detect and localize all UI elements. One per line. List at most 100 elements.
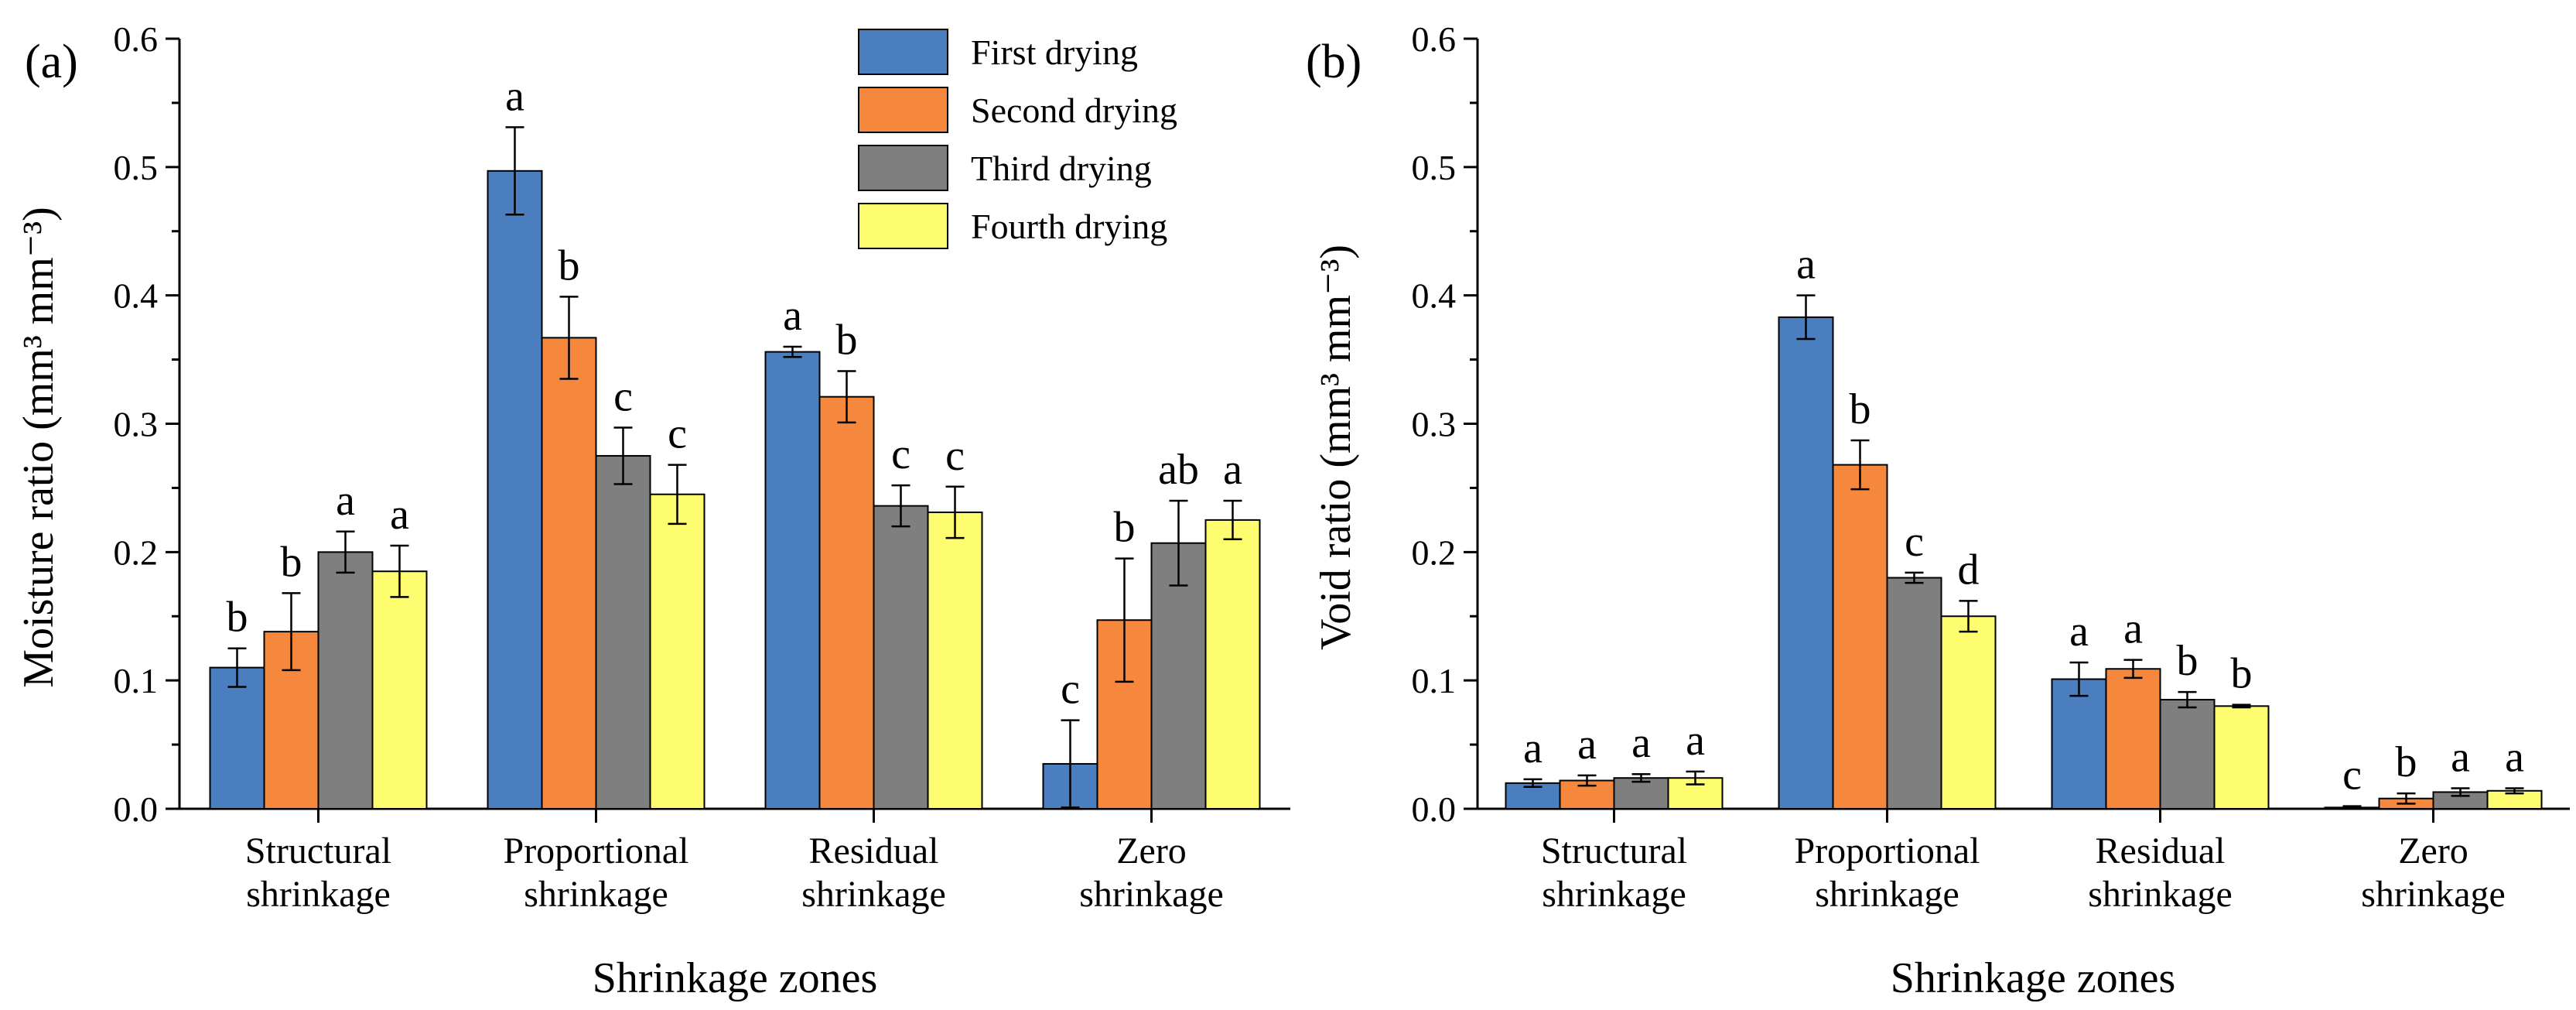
panel-b-bar-third-drying bbox=[1886, 577, 1942, 810]
panel-b-x-axis-title: Shrinkage zones bbox=[1891, 954, 2176, 1002]
panel-b-significance-label: a bbox=[2123, 605, 2143, 653]
panel-a-significance-label: c bbox=[668, 410, 687, 458]
panel-a-bar-fourth-drying bbox=[649, 493, 705, 810]
panel-b-category-label: shrinkage bbox=[2361, 874, 2506, 915]
panel-a: (a) Moisture ratio (mm³ mm⁻³) Shrinkage … bbox=[15, 19, 1290, 1002]
panel-a-category-label: Zero bbox=[1116, 830, 1187, 871]
panel-a-category-label: shrinkage bbox=[524, 874, 668, 915]
panel-b-bar-third-drying bbox=[1613, 777, 1669, 810]
panel-b-bar-third-drying bbox=[2159, 699, 2216, 810]
panel-a-y-axis-title-text: Moisture ratio (mm³ mm⁻³) bbox=[15, 207, 63, 688]
legend-label-third-drying: Third drying bbox=[971, 149, 1152, 188]
panel-b-y-tick-label: 0.3 bbox=[1412, 405, 1457, 444]
panel-a-y-tick-label: 0.6 bbox=[114, 19, 159, 59]
legend-label-fourth-drying: Fourth drying bbox=[971, 207, 1167, 246]
panel-a-significance-label: a bbox=[390, 491, 409, 539]
panel-b-significance-label: a bbox=[1686, 717, 1705, 765]
panel-b-significance-label: b bbox=[2177, 637, 2198, 685]
panel-a-significance-label: b bbox=[1114, 504, 1136, 552]
panel-b-bar-first-drying bbox=[2051, 678, 2107, 810]
panel-b-category-label: Proportional bbox=[1795, 830, 1980, 871]
panel-b-label: (b) bbox=[1306, 36, 1361, 88]
panel-b-category-label: shrinkage bbox=[2088, 874, 2233, 915]
legend-swatch-first-drying bbox=[858, 29, 948, 75]
panel-a-bar-second-drying bbox=[818, 395, 875, 810]
panel-a-bar-third-drying bbox=[317, 551, 374, 810]
panel-b-significance-label: a bbox=[1631, 719, 1651, 767]
panel-b-bar-fourth-drying bbox=[1940, 615, 1997, 810]
panel-a-bar-first-drying bbox=[487, 169, 543, 810]
panel-a-category-label: Structural bbox=[245, 830, 391, 871]
panel-b-bar-fourth-drying bbox=[2213, 705, 2270, 810]
panel-b-y-axis-title-text: Void ratio (mm³ mm⁻³) bbox=[1312, 245, 1360, 650]
panel-a-category-label: shrinkage bbox=[1079, 874, 1224, 915]
panel-b-bar-first-drying bbox=[1778, 316, 1834, 810]
panel-a-significance-label: b bbox=[836, 317, 858, 365]
panel-b-category-label: Structural bbox=[1541, 830, 1687, 871]
panel-a-y-tick-label: 0.3 bbox=[114, 405, 159, 444]
panel-a-bar-second-drying bbox=[541, 337, 597, 810]
panel-b-category-label: shrinkage bbox=[1542, 874, 1686, 915]
legend-swatch-third-drying bbox=[858, 145, 948, 191]
panel-a-category-label: Residual bbox=[809, 830, 939, 871]
panel-b-significance-label: d bbox=[1958, 546, 1980, 594]
panel-a-category-label: shrinkage bbox=[246, 874, 391, 915]
panel-b-y-axis-title: Void ratio (mm³ mm⁻³) bbox=[1312, 245, 1360, 650]
panel-a-x-axis-title: Shrinkage zones bbox=[593, 954, 878, 1002]
panel-b-significance-label: a bbox=[1523, 724, 1543, 772]
panel-b-bar-second-drying bbox=[1832, 464, 1888, 810]
panel-b-y-tick-label: 0.5 bbox=[1412, 148, 1457, 187]
panel-a-significance-label: ab bbox=[1158, 446, 1199, 494]
legend-swatch-fourth-drying bbox=[858, 203, 948, 249]
panel-a-significance-label: a bbox=[505, 72, 524, 120]
panel-a-significance-label: b bbox=[559, 241, 580, 289]
panel-b-y-tick-label: 0.1 bbox=[1412, 661, 1457, 700]
panel-a-bar-fourth-drying bbox=[371, 570, 428, 810]
panel-a-significance-label: a bbox=[1223, 446, 1242, 494]
panel-a-significance-label: c bbox=[613, 372, 633, 420]
panel-a-y-axis-title: Moisture ratio (mm³ mm⁻³) bbox=[15, 207, 63, 688]
panel-b: (b) Void ratio (mm³ mm⁻³) Shrinkage zone… bbox=[1306, 19, 2570, 1002]
legend-swatch-second-drying bbox=[858, 87, 948, 133]
panel-a-bar-fourth-drying bbox=[927, 511, 983, 810]
panel-b-significance-label: a bbox=[2451, 733, 2470, 781]
panel-b-significance-label: a bbox=[1577, 721, 1597, 769]
panel-a-significance-label: a bbox=[336, 477, 355, 525]
panel-b-significance-label: b bbox=[2396, 738, 2417, 786]
panel-b-significance-label: b bbox=[2231, 650, 2253, 698]
panel-a-bar-fourth-drying bbox=[1204, 519, 1261, 810]
panel-a-significance-label: b bbox=[227, 594, 248, 642]
panel-a-y-tick-label: 0.5 bbox=[114, 148, 159, 187]
panel-a-label: (a) bbox=[25, 36, 78, 88]
panel-b-significance-label: b bbox=[1850, 385, 1871, 433]
panel-a-significance-label: a bbox=[783, 292, 802, 340]
panel-a-significance-label: b bbox=[281, 538, 302, 586]
panel-b-bar-second-drying bbox=[2105, 668, 2161, 810]
panel-a-y-tick-label: 0.4 bbox=[114, 276, 159, 316]
panel-a-category-label: Proportional bbox=[504, 830, 689, 871]
panel-b-category-label: Zero bbox=[2398, 830, 2468, 871]
panel-a-category-label: shrinkage bbox=[801, 874, 946, 915]
panel-a-y-tick-label: 0.1 bbox=[114, 661, 159, 700]
panel-b-significance-label: a bbox=[1796, 241, 1816, 289]
panel-b-category-label: Residual bbox=[2096, 830, 2226, 871]
panel-a-significance-label: c bbox=[1061, 666, 1080, 714]
legend-label-first-drying: First drying bbox=[971, 33, 1138, 72]
panel-a-y-tick-label: 0.0 bbox=[114, 789, 159, 829]
legend-label-second-drying: Second drying bbox=[971, 91, 1177, 130]
panel-a-significance-label: c bbox=[945, 432, 965, 480]
panel-a-bar-third-drying bbox=[595, 454, 651, 810]
panel-b-category-label: shrinkage bbox=[1815, 874, 1959, 915]
panel-a-significance-label: c bbox=[891, 430, 910, 478]
panel-b-significance-label: a bbox=[2505, 733, 2524, 781]
panel-a-bar-first-drying bbox=[209, 666, 265, 810]
panel-b-y-tick-label: 0.2 bbox=[1412, 532, 1457, 572]
panel-b-significance-label: c bbox=[2342, 752, 2362, 799]
panel-a-y-tick-label: 0.2 bbox=[114, 532, 159, 572]
panel-b-y-tick-label: 0.4 bbox=[1412, 276, 1457, 316]
panel-b-y-tick-label: 0.0 bbox=[1412, 789, 1457, 829]
panel-b-significance-label: c bbox=[1905, 518, 1924, 566]
panel-a-bar-first-drying bbox=[764, 351, 821, 810]
